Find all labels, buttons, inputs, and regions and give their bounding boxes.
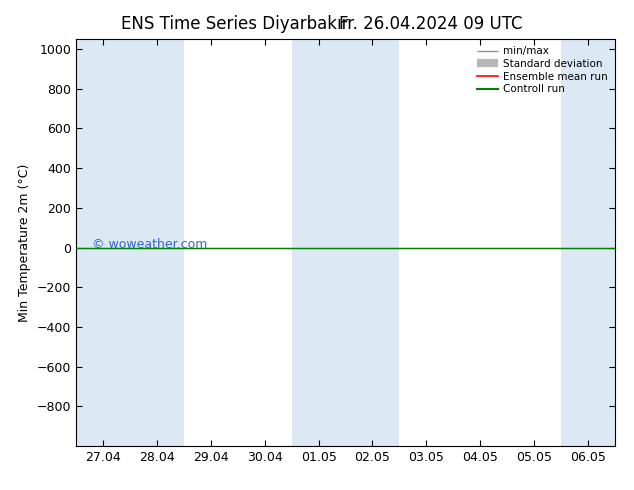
Bar	[292, 39, 399, 446]
Y-axis label: Min Temperature 2m (°C): Min Temperature 2m (°C)	[18, 163, 31, 322]
Bar	[561, 39, 615, 446]
Legend: min/max, Standard deviation, Ensemble mean run, Controll run: min/max, Standard deviation, Ensemble me…	[475, 45, 610, 97]
Text: ENS Time Series Diyarbakır: ENS Time Series Diyarbakır	[121, 15, 348, 33]
Bar	[76, 39, 184, 446]
Text: © woweather.com: © woweather.com	[93, 239, 207, 251]
Text: Fr. 26.04.2024 09 UTC: Fr. 26.04.2024 09 UTC	[339, 15, 523, 33]
